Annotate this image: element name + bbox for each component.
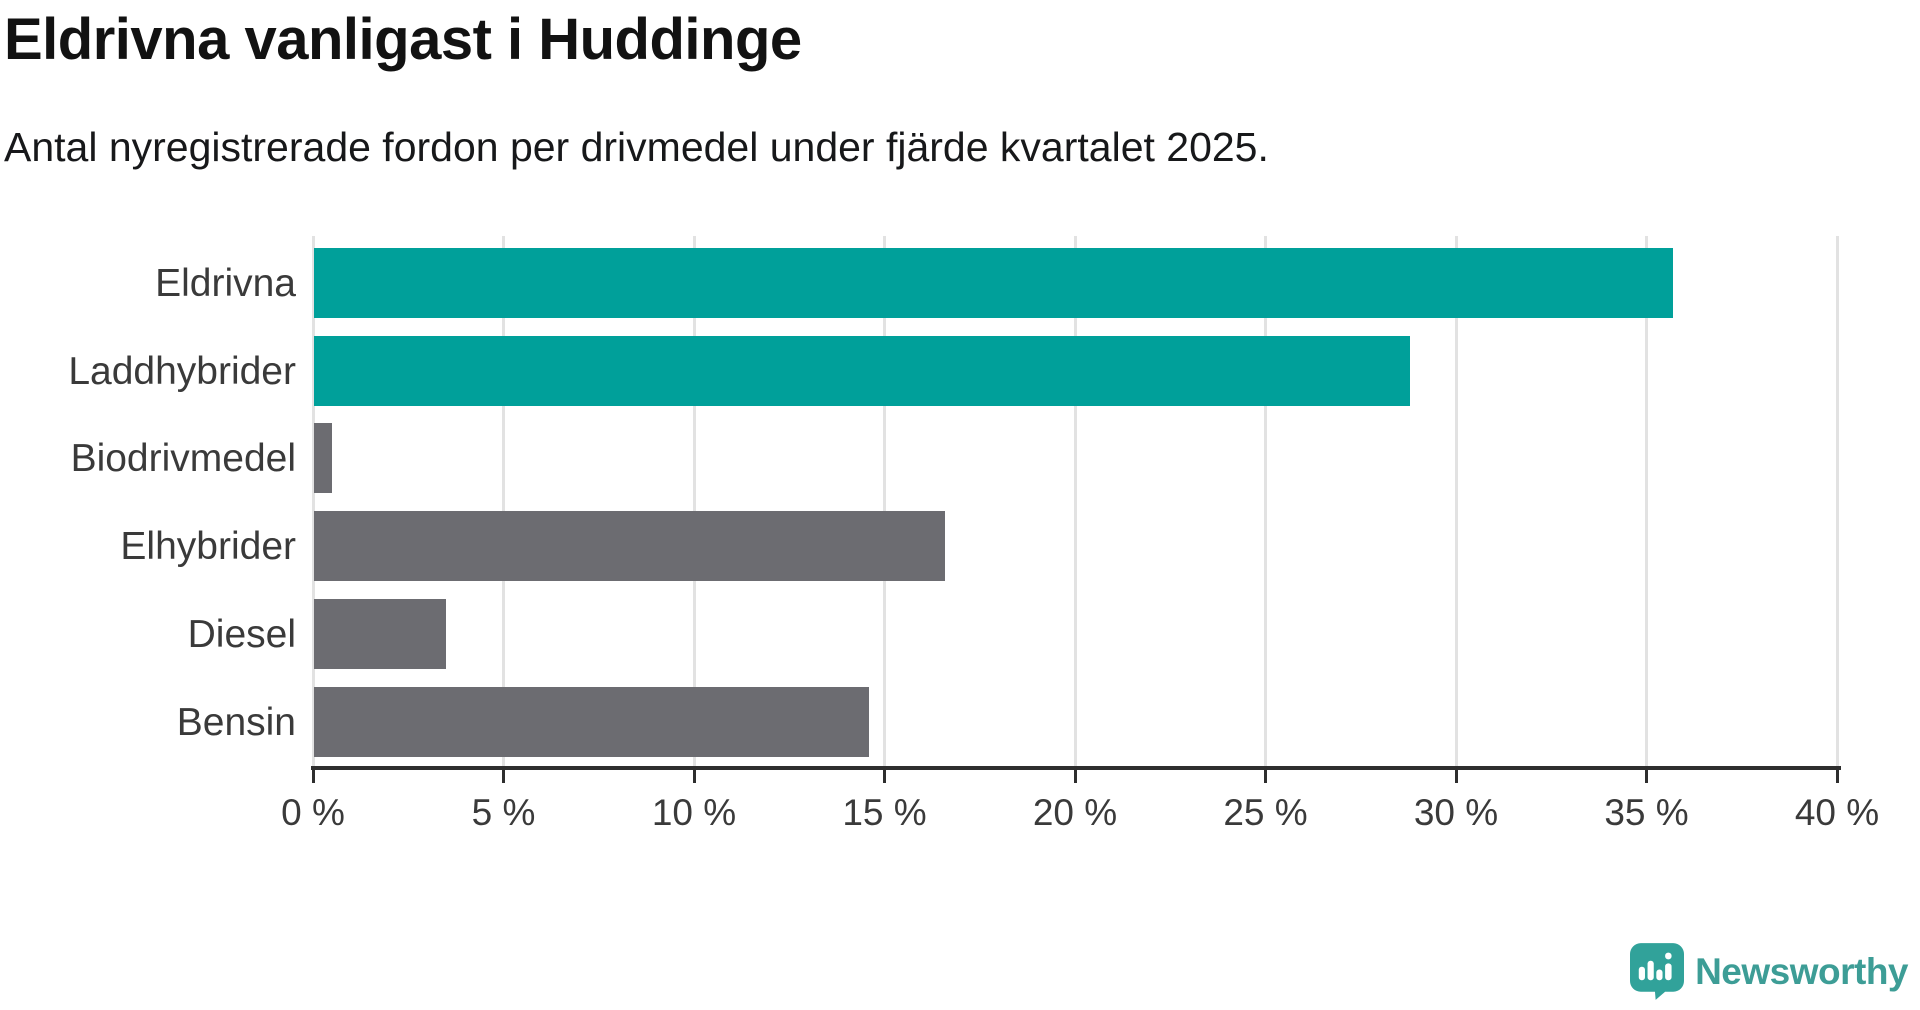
x-axis-tick-label: 20 %	[1032, 792, 1118, 833]
bar-diesel	[314, 598, 447, 669]
gridline	[1073, 236, 1077, 766]
gridline	[502, 236, 505, 766]
x-axis-tick	[692, 766, 696, 783]
x-axis-tick	[883, 766, 886, 783]
gridline	[883, 236, 886, 766]
y-axis-label: Eldrivna	[155, 262, 296, 305]
x-axis-tick-label: 0 %	[281, 792, 345, 833]
newsworthy-bar-chart-icon	[1630, 943, 1685, 1000]
x-axis-tick-label: 25 %	[1223, 792, 1308, 833]
bar-elhybrider	[314, 511, 946, 582]
gridline	[1454, 236, 1458, 766]
gridline	[1645, 236, 1648, 766]
x-axis-tick-label: 40 %	[1794, 792, 1880, 833]
newsworthy-wordmark: Newsworthy	[1695, 950, 1908, 992]
y-axis-label: Bensin	[176, 700, 296, 744]
x-axis-tick	[1645, 766, 1648, 783]
chart-bar-glyph	[1638, 966, 1646, 981]
chart-bar-glyph	[1656, 969, 1663, 981]
y-axis-label: Laddhybrider	[68, 349, 296, 393]
bar-bensin	[314, 686, 870, 757]
x-axis-tick	[502, 766, 505, 783]
x-axis-tick	[1835, 766, 1839, 783]
y-axis-label: Biodrivmedel	[70, 437, 296, 481]
chart-subtitle: Antal nyregistrerade fordon per drivmede…	[4, 124, 1269, 170]
x-axis-tick-label: 35 %	[1604, 792, 1689, 833]
gridline	[1835, 236, 1839, 766]
gridline	[1264, 236, 1267, 766]
y-axis-label: Elhybrider	[120, 525, 296, 569]
exclamation-dot-glyph	[1665, 952, 1672, 960]
bar-laddhybrider	[314, 335, 1411, 406]
x-axis-tick-label: 5 %	[471, 792, 536, 833]
x-axis-tick	[1073, 766, 1077, 783]
chart-bar-glyph	[1647, 960, 1654, 981]
gridline	[692, 236, 696, 766]
gridline	[311, 236, 315, 766]
x-axis-tick	[1454, 766, 1458, 783]
x-axis-tick-label: 10 %	[651, 792, 737, 833]
x-axis-tick-label: 15 %	[842, 792, 927, 833]
x-axis-tick	[1264, 766, 1267, 783]
bar-biodrivmedel	[314, 423, 333, 494]
newsworthy-logo: Newsworthy	[1630, 943, 1908, 1000]
x-axis-tick-label: 30 %	[1413, 792, 1499, 833]
bar-eldrivna	[314, 248, 1674, 318]
exclamation-bar-glyph	[1665, 963, 1672, 981]
chart-title: Eldrivna vanligast i Huddinge	[4, 7, 802, 72]
y-axis-label: Diesel	[187, 612, 296, 656]
x-axis-tick	[311, 766, 315, 783]
